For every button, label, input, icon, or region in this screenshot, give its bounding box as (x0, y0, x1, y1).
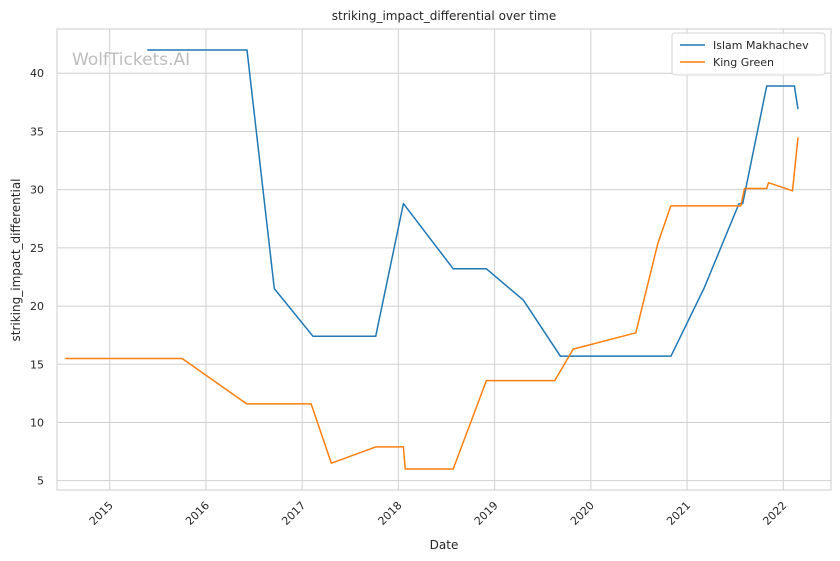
legend-label-islam-makhachev: Islam Makhachev (713, 39, 809, 52)
y-axis-label: striking_impact_differential (9, 178, 23, 341)
x-tick-label: 2021 (664, 499, 693, 528)
plot-frame (56, 28, 832, 491)
y-tick-labels: 5 10 15 20 25 30 35 40 (30, 67, 44, 487)
legend: Islam Makhachev King Green (671, 32, 826, 76)
series-layer (65, 49, 799, 470)
chart-title: striking_impact_differential over time (332, 9, 557, 23)
legend-box (671, 32, 826, 76)
y-tick-label: 40 (30, 67, 44, 80)
y-tick-label: 35 (30, 125, 44, 138)
y-tick-label: 25 (30, 242, 44, 255)
y-tick-label: 20 (30, 300, 44, 313)
y-tick-label: 15 (30, 358, 44, 371)
y-tick-label: 10 (30, 416, 44, 429)
x-tick-label: 2020 (568, 499, 597, 528)
y-tick-label: 30 (30, 184, 44, 197)
x-tick-label: 2019 (472, 499, 501, 528)
x-tick-label: 2018 (376, 499, 405, 528)
x-tick-label: 2022 (760, 499, 789, 528)
grid-layer (57, 29, 831, 490)
x-tick-labels: 2015 2016 2017 2018 2019 2020 2021 2022 (87, 499, 790, 528)
x-axis-label: Date (430, 538, 459, 552)
x-tick-label: 2015 (87, 499, 116, 528)
legend-items: Islam Makhachev King Green (680, 39, 809, 69)
series-line-islam-makhachev (147, 49, 799, 357)
x-tick-label: 2017 (279, 499, 308, 528)
x-tick-label: 2016 (183, 499, 212, 528)
legend-label-king-green: King Green (713, 56, 774, 69)
y-tick-label: 5 (37, 475, 44, 488)
series-line-king-green (65, 137, 799, 470)
watermark-text: WolfTickets.AI (72, 50, 190, 70)
